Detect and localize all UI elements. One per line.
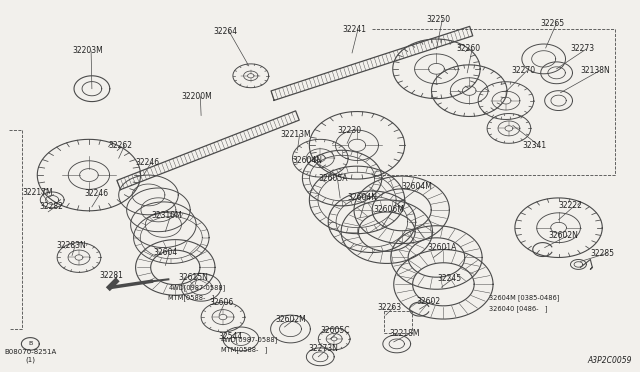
Text: B: B bbox=[28, 341, 33, 346]
Text: 32602: 32602 bbox=[417, 297, 441, 306]
Text: 32605A: 32605A bbox=[318, 174, 348, 183]
Text: 4WD[0987-0588]: 4WD[0987-0588] bbox=[221, 336, 278, 343]
Text: 32604: 32604 bbox=[154, 248, 178, 257]
Text: A3P2C0059: A3P2C0059 bbox=[588, 356, 632, 365]
Text: 32606: 32606 bbox=[209, 298, 234, 307]
Text: 32605C: 32605C bbox=[320, 327, 350, 336]
Text: 32601A: 32601A bbox=[428, 243, 457, 252]
Text: 32273: 32273 bbox=[570, 45, 595, 54]
Text: 32281: 32281 bbox=[100, 271, 124, 280]
Text: 32203M: 32203M bbox=[72, 46, 103, 55]
Text: 32604N: 32604N bbox=[347, 193, 377, 202]
Text: 32260: 32260 bbox=[456, 45, 481, 54]
Text: 32283N: 32283N bbox=[56, 241, 86, 250]
Text: 32602M: 32602M bbox=[276, 315, 307, 324]
Text: 32241: 32241 bbox=[342, 25, 366, 33]
Text: 32217M: 32217M bbox=[22, 189, 53, 198]
Text: 32270: 32270 bbox=[511, 66, 535, 75]
Text: 32602N: 32602N bbox=[548, 231, 579, 240]
Text: 32264: 32264 bbox=[213, 27, 237, 36]
Text: 32263: 32263 bbox=[378, 303, 402, 312]
Text: MTM[0588-   ]: MTM[0588- ] bbox=[168, 294, 214, 301]
Text: 32200M: 32200M bbox=[181, 92, 212, 101]
Text: 32222: 32222 bbox=[559, 201, 582, 210]
Text: 32285: 32285 bbox=[590, 249, 614, 258]
Text: 32604M [0385-0486]: 32604M [0385-0486] bbox=[489, 294, 559, 301]
Text: 32230: 32230 bbox=[337, 126, 361, 135]
Text: 32245: 32245 bbox=[437, 274, 461, 283]
Text: 32604M: 32604M bbox=[402, 182, 433, 190]
Text: B08070-8251A: B08070-8251A bbox=[4, 349, 56, 355]
Text: 32213M: 32213M bbox=[280, 130, 311, 139]
Text: 32218M: 32218M bbox=[390, 330, 420, 339]
Text: 32273N: 32273N bbox=[308, 344, 338, 353]
Text: MTM[0588-   ]: MTM[0588- ] bbox=[221, 346, 268, 353]
Text: 32138N: 32138N bbox=[580, 66, 610, 75]
Text: 32246: 32246 bbox=[84, 189, 108, 198]
Text: 32246: 32246 bbox=[136, 158, 160, 167]
Text: 32604N: 32604N bbox=[292, 156, 323, 165]
Text: 32341: 32341 bbox=[523, 141, 547, 150]
Text: (1): (1) bbox=[26, 357, 35, 363]
Text: 32310M: 32310M bbox=[152, 211, 182, 220]
Text: 326040 [0486-   ]: 326040 [0486- ] bbox=[489, 305, 548, 312]
Text: 32606M: 32606M bbox=[374, 205, 404, 214]
Text: 32265: 32265 bbox=[541, 19, 565, 28]
Text: 32615N: 32615N bbox=[179, 273, 208, 282]
Text: 32544: 32544 bbox=[218, 333, 243, 341]
Text: 32250: 32250 bbox=[426, 15, 451, 24]
Text: 32262: 32262 bbox=[109, 141, 132, 150]
Text: 4WD[0987-0588]: 4WD[0987-0588] bbox=[168, 284, 225, 291]
Text: 32282: 32282 bbox=[39, 202, 63, 211]
